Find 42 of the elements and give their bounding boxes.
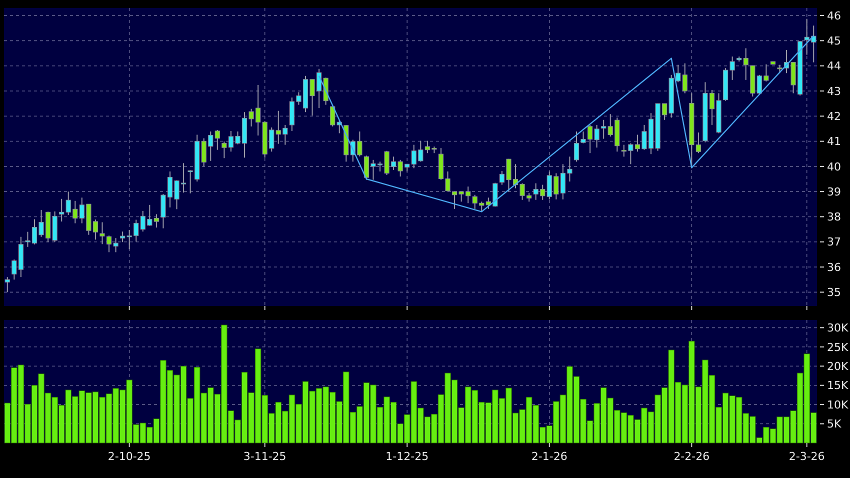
candlestick (59, 198, 64, 222)
y-tick-label: 35 (827, 286, 841, 300)
candlestick (743, 48, 748, 80)
y-tick-label: 43 (827, 84, 841, 98)
candlestick (452, 191, 458, 210)
y-tick-label: 20K (827, 360, 849, 373)
y-tick-label: 44 (827, 60, 841, 73)
y-tick-label: 45 (827, 34, 841, 48)
y-tick-label: 40 (827, 160, 841, 174)
candlestick (594, 124, 600, 148)
y-tick-label: 37 (827, 236, 841, 249)
x-tick-label: 2-10-25 (108, 450, 151, 463)
x-tick-label: 2-2-26 (674, 450, 710, 463)
candlestick (574, 130, 580, 162)
x-tick-label: 2-3-26 (788, 450, 825, 463)
y-tick-label: 5K (827, 418, 842, 431)
candlestick (330, 106, 336, 127)
x-tick-label: 2-1-26 (531, 450, 568, 463)
candlestick (154, 214, 159, 228)
y-tick-label: 42 (827, 110, 841, 123)
candlestick (100, 222, 105, 245)
candlestick (92, 218, 98, 240)
candlestick (682, 62, 688, 94)
y-tick-label: 15K (827, 379, 849, 392)
y-tick-label: 10K (827, 398, 849, 412)
candlestick (696, 132, 701, 154)
candlestick (222, 141, 227, 159)
candlestick (120, 231, 126, 243)
y-tick-label: 39 (827, 185, 841, 198)
x-tick-label: 3-11-25 (243, 450, 286, 463)
y-tick-label: 38 (827, 210, 841, 224)
candlestick (601, 119, 606, 140)
candlestick (214, 129, 220, 150)
y-tick-label: 46 (827, 9, 841, 22)
x-tick-label: 1-12-25 (386, 450, 429, 463)
candlestick (12, 258, 17, 280)
y-tick-label: 30K (827, 322, 849, 335)
y-tick-label: 36 (827, 260, 841, 274)
candlestick (730, 56, 735, 80)
candlestick (4, 276, 10, 293)
y-tick-label: 25K (827, 340, 849, 354)
y-tick-label: 41 (827, 135, 841, 148)
